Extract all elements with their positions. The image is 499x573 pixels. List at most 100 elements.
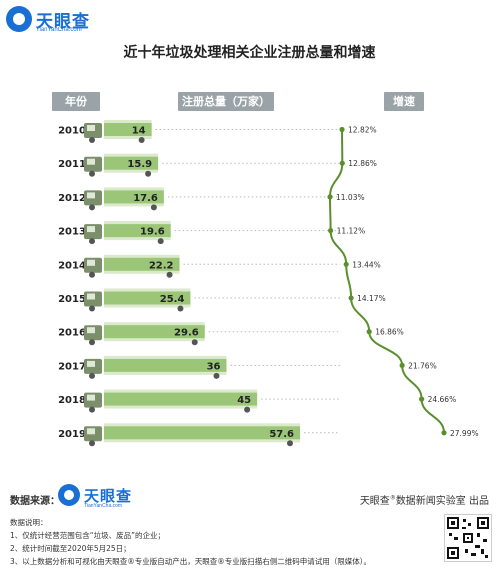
truck-wheel-icon: [89, 271, 95, 278]
growth-point: [339, 160, 345, 166]
year-label: 2017: [58, 361, 86, 372]
truck-window-icon: [87, 125, 95, 131]
note-item: 2、统计时间截至2020年5月25日；: [10, 544, 131, 553]
truck-wheel-icon: [89, 238, 95, 245]
year-label: 2015: [58, 294, 86, 305]
truck-window-icon: [87, 293, 95, 300]
bar: [104, 224, 171, 238]
value-label: 15.9: [127, 159, 152, 170]
year-label: 2016: [58, 328, 86, 339]
growth-label: 11.12%: [337, 227, 366, 236]
value-label: 57.6: [269, 429, 294, 440]
truck-wheel-icon: [177, 305, 184, 312]
header-total: 注册总量（万家）: [178, 92, 274, 111]
truck-wheel-icon: [138, 137, 145, 143]
truck-wheel-icon: [89, 440, 95, 447]
truck-window-icon: [87, 428, 95, 435]
truck-wheel-icon: [89, 406, 95, 413]
year-label: 2013: [58, 227, 86, 238]
growth-label: 12.82%: [348, 126, 377, 135]
note-item: 3、以上数据分析和可视化由天眼查®专业版自动产出，天眼查®专业版扫描右侧二维码申…: [10, 557, 372, 566]
growth-label: 16.86%: [375, 328, 404, 337]
bar: [104, 392, 258, 406]
growth-label: 13.44%: [352, 260, 381, 269]
growth-point: [441, 430, 447, 436]
growth-point: [328, 228, 334, 234]
growth-label: 21.76%: [408, 361, 437, 370]
year-label: 2012: [58, 193, 86, 204]
truck-wheel-icon: [244, 406, 251, 413]
bar: [104, 426, 300, 440]
growth-label: 11.03%: [336, 193, 365, 202]
growth-point: [399, 362, 405, 368]
year-label: 2010: [58, 126, 86, 137]
growth-point: [366, 329, 372, 335]
growth-label: 24.66%: [428, 395, 457, 404]
truck-window-icon: [87, 360, 95, 367]
truck-window-icon: [87, 259, 95, 266]
bar: [104, 123, 152, 136]
truck-window-icon: [87, 158, 95, 165]
chart-area: 2010 14 2011 15.9 2012 17.6 2013 19.6 2014 22.2 20…: [58, 120, 479, 447]
value-label: 19.6: [140, 227, 165, 238]
bar: [104, 190, 164, 204]
source-label: 数据来源：: [10, 496, 60, 507]
brand-sub: TianYanCha.com: [36, 27, 82, 33]
value-label: 45: [237, 395, 251, 406]
value-label: 22.2: [149, 260, 174, 271]
publisher-rest: 数据新闻实验室 出品: [395, 496, 489, 507]
truck-wheel-icon: [145, 170, 152, 177]
bar: [104, 291, 191, 305]
notes-heading: 数据说明：: [10, 518, 48, 527]
header-growth: 增速: [384, 92, 424, 111]
value-label: 25.4: [160, 294, 185, 305]
truck-wheel-icon: [89, 204, 95, 211]
truck-wheel-icon: [157, 238, 164, 245]
growth-point: [327, 194, 333, 200]
bar: [104, 156, 159, 170]
growth-point: [339, 126, 345, 133]
truck-wheel-icon: [89, 305, 95, 312]
truck-window-icon: [87, 192, 95, 199]
source-logo: 天眼查 TianYanCha.com: [58, 484, 168, 510]
brand-eye-icon: [6, 6, 32, 32]
year-label: 2011: [58, 159, 86, 170]
truck-wheel-icon: [166, 271, 173, 278]
value-label: 14: [132, 126, 146, 137]
truck-wheel-icon: [89, 137, 95, 143]
truck-wheel-icon: [287, 440, 293, 447]
source-eye-icon: [58, 484, 80, 506]
truck-window-icon: [87, 327, 95, 334]
source-brand-sub: TianYanCha.com: [84, 503, 123, 509]
bar: [104, 257, 180, 271]
publisher-credit: 天眼查®数据新闻实验室 出品: [360, 492, 489, 507]
growth-label: 27.99%: [450, 429, 479, 438]
growth-label: 14.17%: [357, 294, 386, 303]
value-label: 17.6: [133, 193, 158, 204]
truck-wheel-icon: [89, 372, 95, 379]
source-brand-name: 天眼查: [84, 487, 133, 505]
qr-code-icon[interactable]: [444, 514, 492, 562]
truck-wheel-icon: [213, 372, 220, 379]
truck-window-icon: [87, 226, 95, 233]
year-label: 2019: [58, 429, 86, 440]
data-notes: 数据说明： 1、仅统计经营范围包含“垃圾、废品”的企业； 2、统计时间截至202…: [10, 516, 430, 568]
truck-wheel-icon: [89, 170, 95, 177]
brand-name: 天眼查: [36, 12, 90, 32]
note-item: 1、仅统计经营范围包含“垃圾、废品”的企业；: [10, 531, 166, 540]
growth-point: [343, 261, 349, 267]
year-label: 2014: [58, 260, 86, 271]
truck-wheel-icon: [191, 339, 198, 346]
publisher-brand: 天眼查: [359, 496, 390, 507]
value-label: 29.6: [174, 328, 199, 339]
bar: [104, 325, 205, 339]
bar: [104, 358, 227, 372]
chart-title: 近十年垃圾处理相关企业注册总量和增速: [123, 45, 376, 61]
growth-line: [328, 129, 445, 433]
registered-mark: ®: [389, 494, 396, 502]
growth-label: 12.86%: [348, 159, 377, 168]
year-label: 2018: [58, 395, 86, 406]
truck-wheel-icon: [150, 204, 157, 211]
truck-window-icon: [87, 394, 95, 401]
truck-wheel-icon: [89, 339, 95, 346]
